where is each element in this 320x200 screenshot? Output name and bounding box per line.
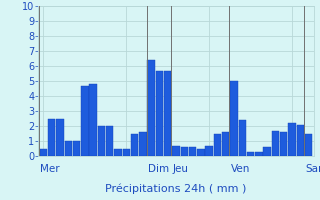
Bar	[247, 152, 254, 156]
Bar	[189, 147, 196, 156]
Bar	[230, 81, 238, 156]
Bar	[131, 134, 138, 156]
Bar	[56, 118, 64, 156]
Bar	[114, 148, 122, 156]
Text: Dim: Dim	[148, 164, 169, 174]
Bar	[255, 152, 263, 156]
Text: Mer: Mer	[40, 164, 60, 174]
Bar	[205, 146, 213, 156]
Bar	[73, 141, 80, 156]
Bar	[156, 71, 163, 156]
Bar	[89, 84, 97, 156]
Bar	[139, 132, 147, 156]
Text: Ven: Ven	[231, 164, 250, 174]
Text: Sam: Sam	[305, 164, 320, 174]
Bar	[123, 148, 130, 156]
Bar	[148, 60, 155, 156]
Bar	[305, 134, 312, 156]
Bar	[98, 126, 105, 156]
Bar	[214, 134, 221, 156]
Bar	[65, 141, 72, 156]
Bar	[48, 118, 55, 156]
Bar	[81, 86, 89, 156]
Bar	[297, 124, 304, 156]
Bar	[180, 147, 188, 156]
Bar	[164, 71, 172, 156]
Bar	[263, 147, 271, 156]
Bar	[172, 146, 180, 156]
Text: Précipitations 24h ( mm ): Précipitations 24h ( mm )	[105, 183, 247, 194]
Bar	[272, 130, 279, 156]
Bar	[197, 148, 204, 156]
Bar	[280, 132, 287, 156]
Bar	[222, 132, 229, 156]
Text: Jeu: Jeu	[173, 164, 189, 174]
Bar	[239, 120, 246, 156]
Bar	[288, 123, 296, 156]
Bar	[40, 148, 47, 156]
Bar	[106, 126, 113, 156]
